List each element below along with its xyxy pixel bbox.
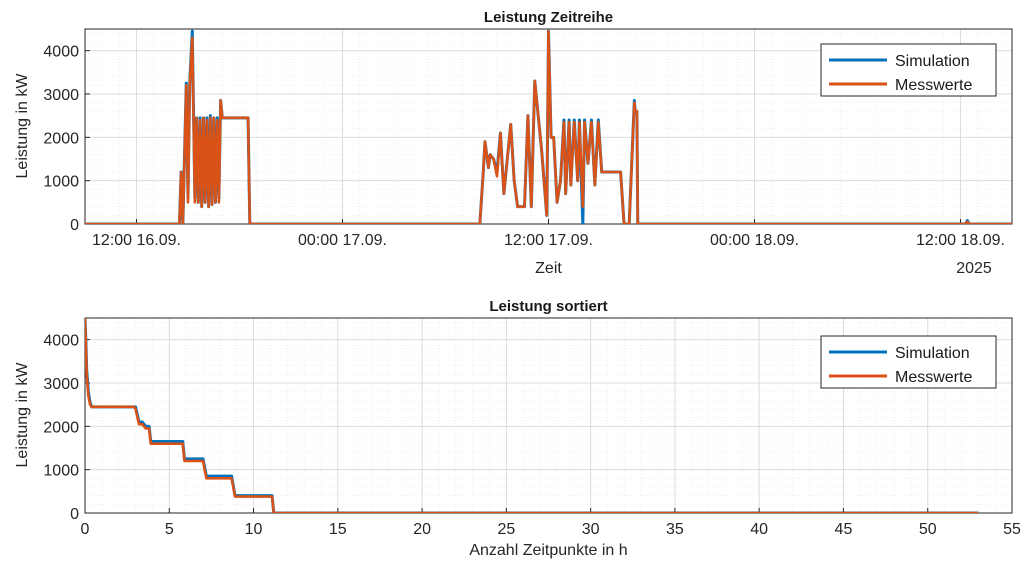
y-tick-label: 3000 bbox=[43, 87, 79, 104]
y-tick-label: 3000 bbox=[43, 376, 79, 393]
x-tick-label: 0 bbox=[81, 521, 90, 538]
x-tick-label: 55 bbox=[1003, 521, 1021, 538]
x-axis-year-label: 2025 bbox=[956, 260, 992, 277]
x-tick-label: 00:00 17.09. bbox=[298, 232, 387, 249]
x-tick-label: 35 bbox=[666, 521, 684, 538]
legend-label-simulation: Simulation bbox=[895, 345, 970, 362]
y-axis-label: Leistung in kW bbox=[14, 73, 31, 179]
y-tick-label: 2000 bbox=[43, 419, 79, 436]
series-line-messwerte bbox=[85, 29, 1012, 224]
legend-box bbox=[820, 43, 997, 97]
x-tick-label: 45 bbox=[835, 521, 853, 538]
x-tick-label: 25 bbox=[497, 521, 515, 538]
y-tick-label: 1000 bbox=[43, 174, 79, 191]
legend: Simulation Messwerte bbox=[820, 43, 997, 97]
y-tick-label: 0 bbox=[70, 217, 79, 234]
x-tick-label: 12:00 16.09. bbox=[92, 232, 181, 249]
y-tick-label: 2000 bbox=[43, 130, 79, 147]
legend: Simulation Messwerte bbox=[820, 335, 997, 389]
y-tick-label: 1000 bbox=[43, 463, 79, 480]
legend-label-simulation: Simulation bbox=[895, 53, 970, 70]
legend-box bbox=[820, 335, 997, 389]
sorted-chart: Leistung sortiert 0 5 10 15 20 25 30 35 40 45 50 55… bbox=[14, 298, 1021, 559]
y-axis-label: Leistung in kW bbox=[14, 362, 31, 468]
y-tick-label: 4000 bbox=[43, 44, 79, 61]
x-tick-label: 00:00 18.09. bbox=[710, 232, 799, 249]
time-series-chart: Leistung Zeitreihe 12:00 16.09. 00:00 17.… bbox=[14, 9, 1013, 277]
x-tick-label: 10 bbox=[245, 521, 263, 538]
x-tick-label: 20 bbox=[413, 521, 431, 538]
legend-label-messwerte: Messwerte bbox=[895, 369, 972, 386]
x-tick-label: 12:00 18.09. bbox=[916, 232, 1005, 249]
x-tick-label: 15 bbox=[329, 521, 347, 538]
x-tick-label: 30 bbox=[582, 521, 600, 538]
x-tick-label: 50 bbox=[919, 521, 937, 538]
chart-title: Leistung Zeitreihe bbox=[484, 9, 613, 26]
y-tick-label: 4000 bbox=[43, 333, 79, 350]
x-tick-label: 5 bbox=[165, 521, 174, 538]
x-tick-label: 40 bbox=[750, 521, 768, 538]
x-tick-label: 12:00 17.09. bbox=[504, 232, 593, 249]
x-axis-label: Anzahl Zeitpunkte in h bbox=[469, 542, 627, 559]
x-axis-label: Zeit bbox=[535, 260, 562, 277]
series-line-messwerte bbox=[85, 318, 979, 513]
y-tick-label: 0 bbox=[70, 506, 79, 523]
chart-title: Leistung sortiert bbox=[489, 298, 607, 315]
legend-label-messwerte: Messwerte bbox=[895, 77, 972, 94]
